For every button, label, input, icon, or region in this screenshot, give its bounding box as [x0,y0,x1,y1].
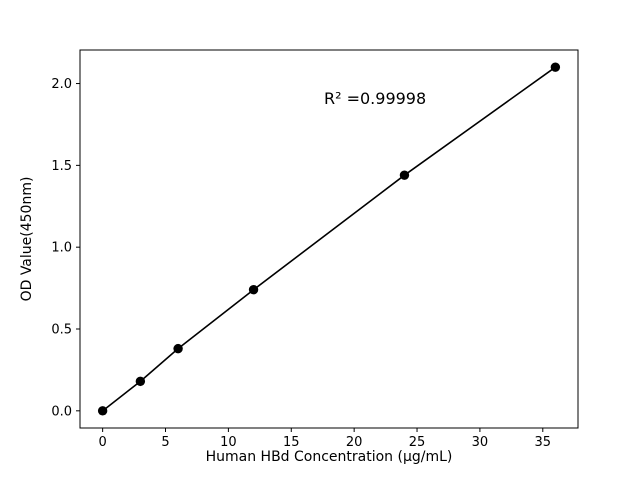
data-point [399,170,410,180]
x-tick-label: 30 [472,435,489,450]
x-tick-label: 10 [220,435,237,450]
x-axis-label: Human HBd Concentration (μg/mL) [205,449,453,465]
y-tick-label: 1.5 [51,159,72,174]
data-point [97,406,108,416]
x-tick-label: 15 [283,435,300,450]
x-tick-label: 25 [409,435,426,450]
data-point [173,343,183,354]
x-tick-label: 20 [346,435,363,450]
r-squared-annotation: R² =0.99998 [323,88,427,108]
data-point [135,376,146,387]
x-tick-label: 5 [161,435,169,450]
x-tick-label: 0 [98,435,106,450]
data-line [102,66,556,412]
data-point [550,62,561,72]
axes-frame [79,49,579,429]
y-axis-label: OD Value(450nm) [19,176,35,302]
y-tick-label: 0.0 [51,404,72,419]
y-tick-label: 1.0 [51,241,72,256]
y-tick-label: 0.5 [51,323,72,338]
y-tick-label: 2.0 [51,77,72,92]
data-point [248,285,259,295]
x-tick-label: 35 [535,435,552,450]
